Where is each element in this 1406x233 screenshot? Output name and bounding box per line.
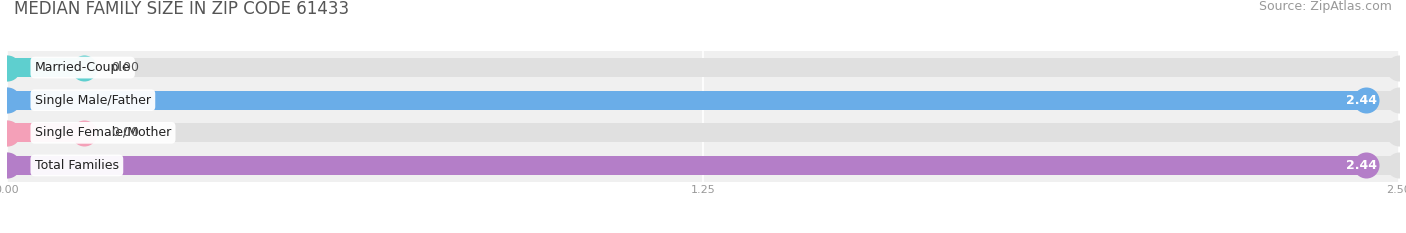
Bar [7, 123, 83, 142]
Text: 0.00: 0.00 [111, 61, 139, 74]
Bar [7, 156, 1399, 175]
Text: 2.44: 2.44 [1346, 159, 1376, 172]
Bar [7, 156, 1365, 175]
Bar [7, 58, 1399, 77]
Bar [7, 123, 1399, 142]
Text: Total Families: Total Families [35, 159, 120, 172]
Bar [7, 91, 1365, 110]
Text: Single Female/Mother: Single Female/Mother [35, 126, 172, 139]
Bar [7, 58, 83, 77]
Text: Source: ZipAtlas.com: Source: ZipAtlas.com [1258, 0, 1392, 13]
Text: 0.00: 0.00 [111, 126, 139, 139]
Text: Married-Couple: Married-Couple [35, 61, 131, 74]
Bar [7, 91, 1399, 110]
Text: MEDIAN FAMILY SIZE IN ZIP CODE 61433: MEDIAN FAMILY SIZE IN ZIP CODE 61433 [14, 0, 349, 18]
Text: 2.44: 2.44 [1346, 94, 1376, 107]
Text: Single Male/Father: Single Male/Father [35, 94, 150, 107]
